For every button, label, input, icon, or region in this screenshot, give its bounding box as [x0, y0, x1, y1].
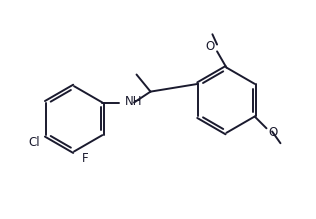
- Text: O: O: [206, 40, 215, 53]
- Text: NH: NH: [125, 95, 142, 108]
- Text: O: O: [269, 125, 278, 139]
- Text: F: F: [82, 152, 88, 165]
- Text: Cl: Cl: [29, 136, 40, 149]
